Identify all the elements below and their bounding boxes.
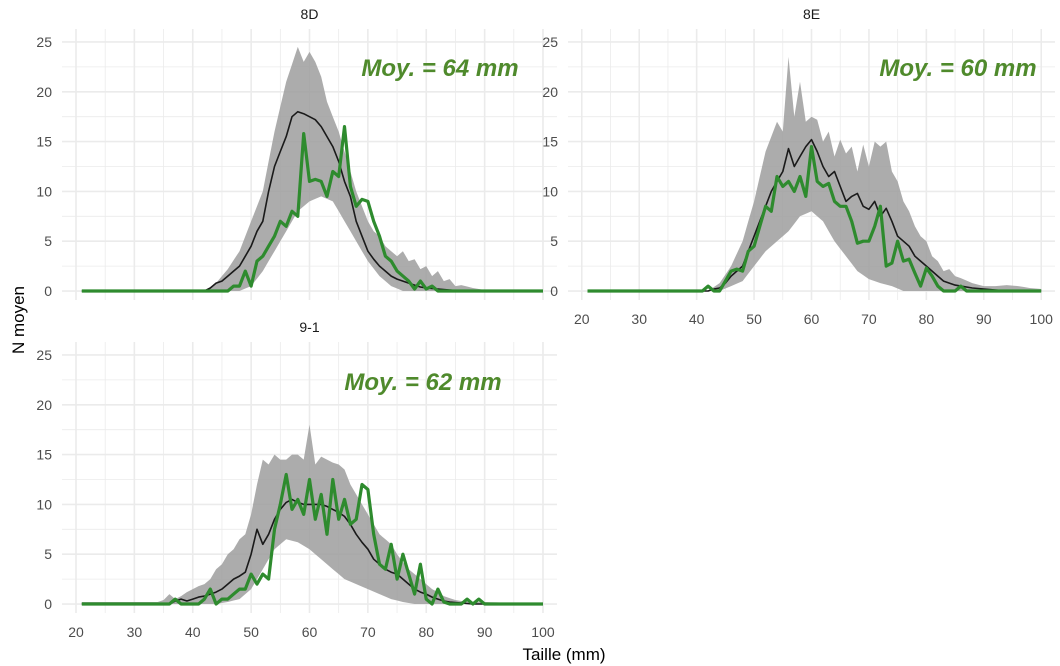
y-tick-label: 15 — [542, 134, 558, 150]
x-tick-label: 80 — [919, 311, 935, 327]
y-tick-label: 5 — [44, 546, 52, 562]
confidence-band — [81, 46, 544, 292]
facet-8d: 8D 0 5 10 15 20 25 Moy. = 64 mm — [36, 6, 557, 300]
x-tick-label: 70 — [861, 311, 877, 327]
confidence-band — [587, 56, 1042, 292]
y-tick-label: 15 — [36, 447, 52, 463]
y-tick-label: 0 — [550, 283, 558, 299]
x-axis-title: Taille (mm) — [522, 645, 605, 664]
confidence-band — [81, 424, 544, 604]
x-tick-label: 20 — [574, 311, 590, 327]
x-tick-label: 20 — [68, 624, 84, 640]
facet-panels: 8D 0 5 10 15 20 25 Moy. = 64 mm 8E 0 5 10 15 20 25 20 30… — [36, 6, 1055, 640]
x-tick-label: 50 — [243, 624, 259, 640]
x-tick-label: 90 — [976, 311, 992, 327]
y-tick-label: 5 — [550, 233, 558, 249]
y-tick-label: 20 — [36, 397, 52, 413]
facet-strip-label: 9-1 — [299, 319, 319, 335]
x-tick-label: 40 — [689, 311, 705, 327]
y-tick-label: 5 — [44, 233, 52, 249]
x-tick-label: 100 — [531, 624, 555, 640]
x-tick-label: 100 — [1030, 311, 1054, 327]
x-tick-label: 60 — [804, 311, 820, 327]
mean-annotation: Moy. = 64 mm — [361, 55, 518, 82]
facet-8e: 8E 0 5 10 15 20 25 20 30 40 50 60 70 80 90 100 Moy. = 60… — [542, 6, 1055, 327]
y-tick-label: 20 — [542, 84, 558, 100]
green-line — [81, 125, 543, 293]
mean-line — [587, 138, 1042, 292]
y-tick-label: 10 — [36, 496, 52, 512]
y-tick-label: 10 — [36, 183, 52, 199]
y-tick-label: 25 — [36, 347, 52, 363]
x-tick-label: 80 — [418, 624, 434, 640]
x-tick-label: 30 — [127, 624, 143, 640]
x-tick-label: 40 — [185, 624, 201, 640]
x-tick-label: 90 — [477, 624, 493, 640]
y-axis-title: N moyen — [9, 286, 28, 354]
y-tick-label: 10 — [542, 183, 558, 199]
mean-annotation: Moy. = 62 mm — [344, 369, 501, 396]
x-tick-label: 60 — [302, 624, 318, 640]
x-tick-label: 70 — [360, 624, 376, 640]
y-tick-label: 0 — [44, 596, 52, 612]
facet-9-1: 9-1 0 5 10 15 20 25 20 30 40 50 60 70 80 90 100 Moy. = 6… — [36, 319, 557, 640]
mean-annotation: Moy. = 60 mm — [879, 55, 1036, 82]
facet-strip-label: 8D — [301, 6, 319, 22]
y-tick-label: 0 — [44, 283, 52, 299]
facet-strip-label: 8E — [803, 6, 820, 22]
green-line — [81, 472, 543, 606]
green-line — [587, 145, 1042, 293]
y-tick-label: 15 — [36, 134, 52, 150]
x-tick-label: 50 — [746, 311, 762, 327]
mean-line — [81, 110, 543, 292]
y-tick-label: 20 — [36, 84, 52, 100]
x-tick-label: 30 — [631, 311, 647, 327]
y-tick-label: 25 — [542, 34, 558, 50]
y-tick-label: 25 — [36, 34, 52, 50]
